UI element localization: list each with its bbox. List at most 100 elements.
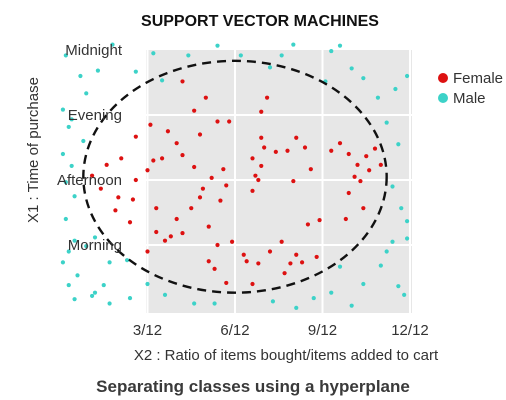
female-point [218, 198, 223, 203]
female-point [215, 119, 220, 124]
x-tick-label: 12/12 [391, 322, 429, 339]
female-point [165, 129, 171, 134]
female-point [224, 183, 229, 188]
female-point [200, 186, 206, 191]
male-point [311, 295, 316, 301]
male-point [66, 124, 71, 130]
y-tick-labels: Morning Afternoon Evening Midnight [57, 42, 123, 254]
female-point [119, 156, 124, 161]
female-point [113, 208, 118, 213]
female-point [314, 254, 319, 260]
female-point [264, 95, 270, 100]
male-point [384, 120, 389, 125]
female-point [279, 239, 284, 244]
female-point [159, 156, 165, 161]
male-point [399, 206, 404, 211]
female-point [346, 190, 351, 196]
female-point [224, 280, 229, 286]
female-point [116, 195, 121, 200]
male-point [72, 297, 77, 302]
female-point [145, 249, 150, 254]
female-point [148, 122, 153, 127]
male-point [238, 53, 243, 58]
chart-title: SUPPORT VECTOR MACHINES [141, 13, 379, 30]
male-point [145, 281, 150, 287]
female-point [317, 217, 322, 223]
female-point [180, 230, 185, 236]
female-point [104, 162, 109, 167]
male-point [329, 290, 334, 295]
y-tick-label: Afternoon [57, 172, 122, 189]
y-axis-label: X1 : Time of purchase [25, 77, 42, 223]
female-point [250, 281, 255, 287]
female-point [352, 174, 357, 179]
male-point [81, 138, 86, 144]
male-point [212, 301, 217, 306]
female-point [367, 168, 372, 173]
female-point [299, 260, 305, 265]
female-points [89, 79, 383, 287]
female-point [227, 119, 232, 124]
female-point [154, 229, 159, 235]
female-point [361, 206, 366, 211]
x-tick-label: 3/12 [133, 322, 162, 339]
male-point [101, 282, 106, 288]
female-point [337, 141, 343, 146]
male-point [69, 163, 74, 169]
female-point [378, 162, 383, 167]
male-point [60, 107, 66, 112]
male-point [337, 43, 343, 48]
female-point [288, 261, 293, 266]
male-point [66, 282, 71, 288]
male-point [186, 53, 191, 58]
male-point [133, 69, 138, 74]
female-point [241, 252, 246, 257]
female-point [244, 259, 249, 264]
plot-panel [146, 50, 412, 313]
svm-boundary [82, 59, 388, 294]
gridlines [146, 50, 412, 313]
male-point [84, 243, 89, 249]
legend-female-marker [438, 73, 448, 83]
female-point [130, 197, 136, 202]
male-point [378, 263, 383, 268]
female-point [358, 178, 363, 184]
male-point [78, 73, 83, 79]
male-point [63, 53, 68, 58]
female-point [192, 108, 197, 113]
male-point [390, 184, 395, 189]
male-point [396, 142, 401, 147]
female-point [192, 164, 197, 170]
male-point [329, 48, 334, 54]
female-point [282, 271, 287, 276]
male-point [361, 281, 366, 287]
female-point [151, 158, 156, 163]
female-point [259, 135, 264, 140]
male-point [402, 292, 407, 297]
x-tick-label: 9/12 [308, 322, 337, 339]
male-point [390, 239, 395, 244]
female-point [294, 135, 299, 140]
male-point [361, 76, 366, 81]
female-point [262, 145, 267, 150]
female-point [215, 242, 220, 248]
male-point [75, 273, 80, 278]
female-point [127, 220, 133, 225]
male-point [107, 301, 112, 306]
male-point [384, 249, 389, 254]
y-tick-label: Morning [68, 237, 122, 254]
female-point [267, 249, 273, 254]
female-point [212, 266, 217, 271]
male-point [404, 219, 410, 224]
female-point [253, 173, 258, 178]
male-point [279, 53, 284, 58]
female-point [250, 188, 255, 193]
y-tick-label: Midnight [65, 42, 123, 59]
legend-female-label: Female [453, 70, 503, 87]
legend-male-marker [438, 93, 448, 103]
male-point [72, 238, 77, 243]
male-point [60, 260, 66, 265]
male-point [159, 78, 165, 83]
female-point [145, 168, 150, 173]
female-point [250, 156, 255, 161]
